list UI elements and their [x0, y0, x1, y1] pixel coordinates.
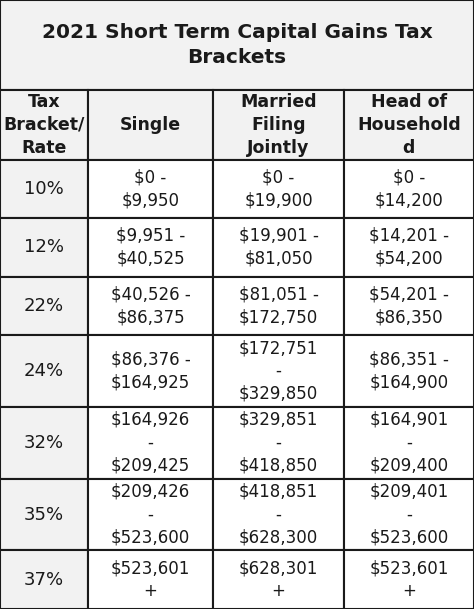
Text: 35%: 35%: [24, 505, 64, 524]
Text: $329,851
-
$418,850: $329,851 - $418,850: [239, 411, 318, 474]
Bar: [213, 335, 344, 407]
Bar: [0, 276, 88, 335]
Bar: [213, 479, 344, 551]
Text: $164,901
-
$209,400: $164,901 - $209,400: [369, 411, 448, 474]
Bar: [0, 335, 88, 407]
Text: $0 -
$14,200: $0 - $14,200: [374, 168, 443, 209]
Bar: [344, 551, 474, 609]
Bar: [213, 276, 344, 335]
Bar: [0, 160, 88, 218]
Text: 32%: 32%: [24, 434, 64, 452]
Text: 12%: 12%: [24, 238, 64, 256]
Bar: [344, 479, 474, 551]
Text: $628,301
+: $628,301 +: [239, 559, 318, 600]
Text: $0 -
$19,900: $0 - $19,900: [244, 168, 313, 209]
Bar: [0, 407, 88, 479]
Text: $209,426
-
$523,600: $209,426 - $523,600: [111, 483, 190, 546]
Text: $172,751
-
$329,850: $172,751 - $329,850: [239, 339, 318, 403]
Text: $209,401
-
$523,600: $209,401 - $523,600: [369, 483, 448, 546]
Bar: [344, 90, 474, 160]
Text: Head of
Household
d: Head of Household d: [357, 93, 461, 157]
Bar: [213, 160, 344, 218]
Text: 37%: 37%: [24, 571, 64, 589]
Text: $54,201 -
$86,350: $54,201 - $86,350: [369, 286, 449, 326]
Bar: [213, 407, 344, 479]
Text: $9,951 -
$40,525: $9,951 - $40,525: [116, 227, 185, 268]
Text: $86,376 -
$164,925: $86,376 - $164,925: [110, 351, 191, 392]
Text: Married
Filing
Jointly: Married Filing Jointly: [240, 93, 317, 157]
Bar: [213, 90, 344, 160]
Bar: [88, 407, 213, 479]
Bar: [88, 335, 213, 407]
Bar: [0, 90, 88, 160]
Bar: [88, 276, 213, 335]
Text: $523,601
+: $523,601 +: [369, 559, 448, 600]
Text: 10%: 10%: [24, 180, 64, 198]
Text: 22%: 22%: [24, 297, 64, 315]
Bar: [88, 160, 213, 218]
Text: $19,901 -
$81,050: $19,901 - $81,050: [238, 227, 319, 268]
Bar: [0, 0, 474, 90]
Text: $418,851
-
$628,300: $418,851 - $628,300: [239, 483, 318, 546]
Text: Single: Single: [120, 116, 181, 133]
Text: $40,526 -
$86,375: $40,526 - $86,375: [110, 286, 191, 326]
Text: 24%: 24%: [24, 362, 64, 380]
Bar: [88, 479, 213, 551]
Text: 2021 Short Term Capital Gains Tax
Brackets: 2021 Short Term Capital Gains Tax Bracke…: [42, 23, 432, 66]
Bar: [344, 218, 474, 276]
Bar: [88, 218, 213, 276]
Bar: [88, 551, 213, 609]
Bar: [0, 218, 88, 276]
Bar: [0, 479, 88, 551]
Bar: [344, 407, 474, 479]
Bar: [344, 276, 474, 335]
Bar: [344, 335, 474, 407]
Bar: [213, 218, 344, 276]
Bar: [213, 551, 344, 609]
Bar: [344, 160, 474, 218]
Text: Tax
Bracket/
Rate: Tax Bracket/ Rate: [3, 93, 84, 157]
Text: $523,601
+: $523,601 +: [111, 559, 190, 600]
Text: $0 -
$9,950: $0 - $9,950: [121, 168, 180, 209]
Bar: [0, 551, 88, 609]
Text: $81,051 -
$172,750: $81,051 - $172,750: [238, 286, 319, 326]
Text: $86,351 -
$164,900: $86,351 - $164,900: [369, 351, 449, 392]
Bar: [88, 90, 213, 160]
Text: $164,926
-
$209,425: $164,926 - $209,425: [111, 411, 190, 474]
Text: $14,201 -
$54,200: $14,201 - $54,200: [369, 227, 449, 268]
